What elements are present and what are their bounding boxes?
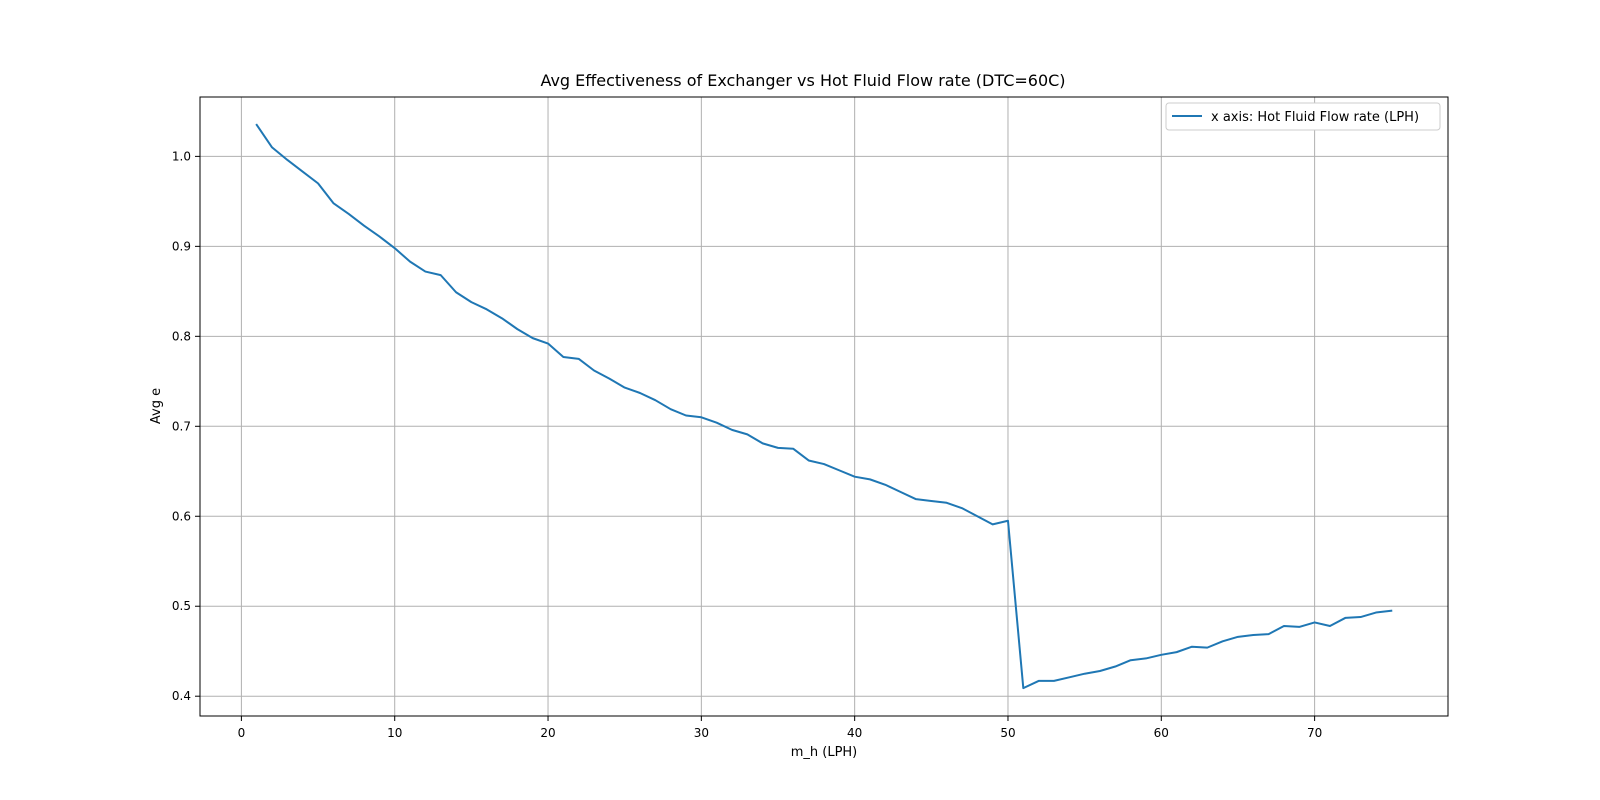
x-tick-label: 40	[847, 726, 862, 740]
y-tick-label: 0.9	[172, 239, 191, 253]
legend-label: x axis: Hot Fluid Flow rate (LPH)	[1211, 110, 1419, 125]
chart-title: Avg Effectiveness of Exchanger vs Hot Fl…	[540, 71, 1065, 90]
x-tick-label: 20	[540, 726, 555, 740]
y-tick-label: 0.7	[172, 419, 191, 433]
grid	[200, 97, 1448, 716]
series-line	[255, 123, 1393, 690]
x-axis-label: m_h (LPH)	[791, 745, 858, 760]
ticks: 0 10 20 30 40 50 60 70 0.4 0.5 0.6 0.7 0.8 0.9 1.0	[172, 149, 1322, 740]
x-tick-label: 50	[1000, 726, 1015, 740]
y-tick-label: 0.5	[172, 599, 191, 613]
series-layer	[255, 123, 1393, 690]
y-axis-label: Avg e	[149, 388, 164, 424]
x-tick-label: 10	[387, 726, 402, 740]
x-tick-label: 60	[1154, 726, 1169, 740]
legend-box	[1165, 102, 1441, 131]
x-tick-label: 30	[694, 726, 709, 740]
x-tick-label: 0	[238, 726, 246, 740]
legend: x axis: Hot Fluid Flow rate (LPH)	[1165, 102, 1441, 131]
x-tick-label: 70	[1307, 726, 1322, 740]
plot-frame	[199, 96, 1449, 717]
y-tick-label: 0.8	[172, 329, 191, 343]
y-tick-label: 1.0	[172, 149, 191, 163]
y-tick-label: 0.6	[172, 509, 191, 523]
y-tick-label: 0.4	[172, 689, 191, 703]
